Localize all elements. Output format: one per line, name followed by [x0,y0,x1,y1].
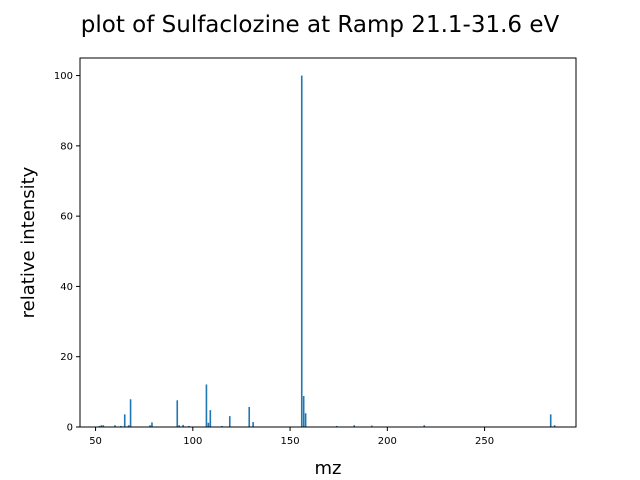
bar-mz-109 [209,410,212,427]
bar-mz-174 [335,425,338,427]
bar-mz-192 [370,425,373,427]
x-tick-label: 50 [89,436,102,447]
plot-frame [79,57,577,428]
bar-mz-95 [182,424,184,427]
x-tick-label: 200 [378,436,397,447]
x-axis-title: mz [315,458,342,479]
y-axis-title: relative intensity [18,166,39,318]
x-tick-label: 100 [183,436,202,447]
bar-mz-63 [120,425,122,427]
bar-mz-65 [123,414,126,427]
x-axis-ticks: 50 100 150 200 250 [89,427,494,447]
bar-mz-108 [207,422,210,427]
x-tick-label: 250 [475,436,494,447]
bar-mz-284 [549,414,552,427]
y-tick-label: 40 [60,282,73,293]
bar-mz-158 [304,413,307,427]
bar-mz-119 [228,416,231,427]
bar-mz-53 [100,425,103,427]
y-tick-label: 80 [60,141,73,152]
bars-group [98,75,556,427]
bar-mz-98 [188,425,190,427]
bar-mz-286 [553,425,556,427]
x-tick-label: 150 [281,436,300,447]
y-tick-label: 20 [60,352,73,363]
bar-mz-157 [302,396,305,427]
bar-mz-107 [205,384,208,427]
bar-mz-79 [151,422,153,427]
bar-mz-93 [178,425,180,427]
bar-mz-68 [129,399,132,427]
bar-mz-60 [114,425,116,427]
bar-mz-129 [248,406,251,427]
y-tick-label: 0 [67,423,73,434]
bar-mz-131 [252,422,254,427]
bar-mz-52 [98,425,101,427]
bar-mz-92 [176,400,179,427]
bar-mz-219 [423,425,426,427]
bar-mz-54 [102,425,105,427]
bar-mz-156 [300,75,303,427]
bar-mz-115 [221,425,223,427]
y-tick-label: 60 [60,212,73,223]
bar-mz-183 [353,425,356,427]
y-tick-label: 100 [54,71,73,82]
chart-title: plot of Sulfaclozine at Ramp 21.1-31.6 e… [81,12,560,38]
bar-mz-67 [127,425,130,427]
bar-mz-78 [149,425,151,427]
y-axis-ticks: 0 20 40 60 80 100 [54,71,80,434]
